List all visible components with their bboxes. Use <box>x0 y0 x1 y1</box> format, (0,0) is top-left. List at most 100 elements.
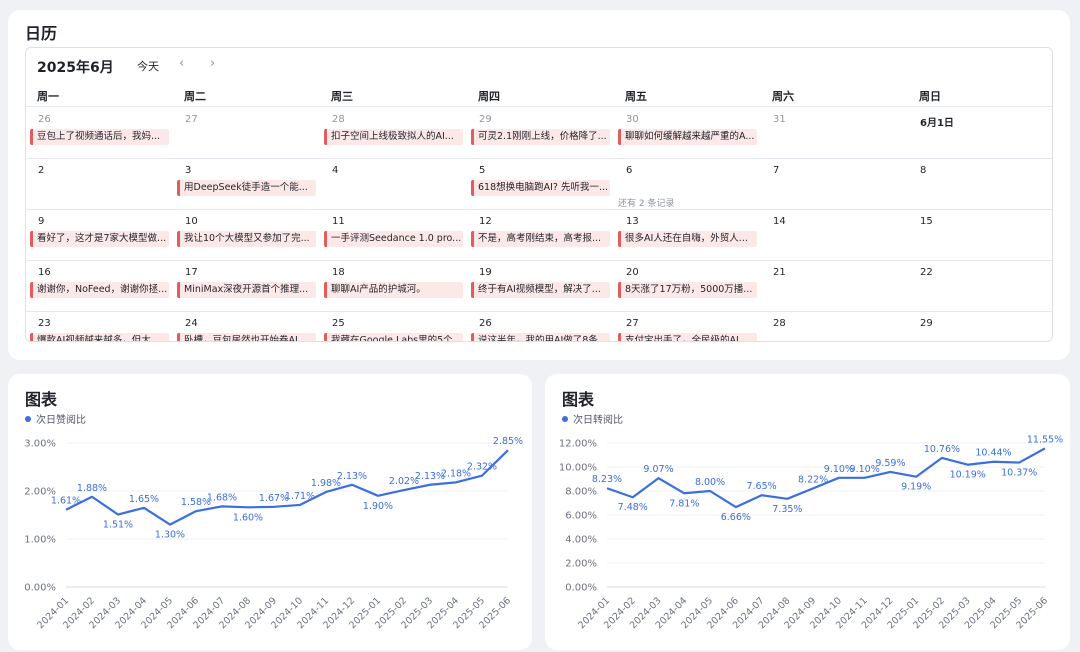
day-number: 25 <box>332 318 345 329</box>
calendar-day-cell[interactable]: 8 <box>908 159 1052 210</box>
calendar-day-cell[interactable]: 27 支付宝出手了，全民级的AI... <box>614 312 761 341</box>
data-label: 2.02% <box>389 476 419 487</box>
line-chart-shares: 0.00%2.00%4.00%6.00%8.00%10.00%12.00%202… <box>559 434 1063 631</box>
calendar-event[interactable]: 很多AI人还在自嗨，外贸人... <box>618 231 757 247</box>
weekday-label: 周一 <box>37 90 59 103</box>
calendar-day-cell[interactable]: 3 用DeepSeek徒手造一个能... <box>173 159 320 210</box>
calendar-day-cell[interactable]: 4 <box>320 159 467 210</box>
calendar-day-cell[interactable]: 15 <box>908 210 1052 261</box>
chart-card-likes: 图表 次日赞阅比 0.00% 1.00% 2.00% 3.00% 2024-01 2024… <box>8 374 532 650</box>
calendar-event[interactable]: 一手评测Seedance 1.0 pro... <box>324 231 463 247</box>
calendar-day-cell[interactable]: 14 <box>761 210 908 261</box>
calendar-event[interactable]: 豆包上了视频通话后，我妈... <box>30 129 169 145</box>
calendar-day-cell[interactable]: 31 <box>761 108 908 159</box>
calendar-day-cell[interactable]: 2 <box>26 159 173 210</box>
weekday-label: 周四 <box>478 90 500 103</box>
data-label: 1.58% <box>181 497 211 508</box>
calendar-day-cell[interactable]: 18 聊聊AI产品的护城河。 <box>320 261 467 312</box>
data-label: 8.23% <box>592 474 622 485</box>
day-number: 12 <box>479 216 492 227</box>
calendar-day-cell[interactable]: 25 我藏在Google Labs里的5个... <box>320 312 467 341</box>
data-label: 1.98% <box>311 478 341 489</box>
calendar-day-cell[interactable]: 24 卧槽，豆包居然也开始卷AI编... <box>173 312 320 341</box>
day-number: 6 <box>626 165 633 176</box>
calendar-day-cell[interactable]: 27 <box>173 108 320 159</box>
calendar-event[interactable]: 618想换电脑跑AI? 先听我一... <box>471 180 610 196</box>
calendar-day-cell[interactable]: 16 谢谢你，NoFeed，谢谢你拯... <box>26 261 173 312</box>
calendar-day-cell[interactable]: 28 <box>761 312 908 341</box>
data-label: 2.13% <box>337 471 367 482</box>
calendar-day-cell[interactable]: 5 618想换电脑跑AI? 先听我一... <box>467 159 614 210</box>
day-number: 29 <box>920 318 933 329</box>
y-tick-label: 0.00% <box>24 583 56 594</box>
calendar-week-row: 9 看好了，这才是7家大模型做... 10 我让10个大模型又参加了完... 11 一手评… <box>26 210 1052 261</box>
calendar-day-cell[interactable]: 21 <box>761 261 908 312</box>
calendar-day-cell[interactable]: 17 MiniMax深夜开源首个推理... <box>173 261 320 312</box>
y-tick-label: 6.00% <box>565 511 597 522</box>
calendar-day-cell[interactable]: 7 <box>761 159 908 210</box>
calendar-card-title: 日历 <box>25 24 58 43</box>
data-label: 1.60% <box>233 512 263 523</box>
calendar-event[interactable]: 我藏在Google Labs里的5个... <box>324 333 463 341</box>
more-records-link[interactable]: 还有 2 条记录 <box>618 199 675 209</box>
calendar-day-cell[interactable]: 23 爆款AI视频越来越多，但大... <box>26 312 173 341</box>
day-number: 10 <box>185 216 198 227</box>
calendar-day-cell[interactable]: 22 <box>908 261 1052 312</box>
calendar-day-cell[interactable]: 10 我让10个大模型又参加了完... <box>173 210 320 261</box>
calendar-day-cell[interactable]: 29 可灵2.1刚刚上线，价格降了... <box>467 108 614 159</box>
data-label: 1.30% <box>155 530 185 541</box>
day-number: 8 <box>920 165 927 176</box>
chart-legend[interactable]: 次日赞阅比 <box>25 411 86 426</box>
calendar-day-cell[interactable]: 20 8天涨了17万粉，5000万播... <box>614 261 761 312</box>
calendar-event[interactable]: 8天涨了17万粉，5000万播... <box>618 282 757 298</box>
calendar-event[interactable]: 爆款AI视频越来越多，但大... <box>30 333 169 341</box>
calendar-event[interactable]: MiniMax深夜开源首个推理... <box>177 282 316 298</box>
data-label: 2.85% <box>493 436 523 447</box>
day-number: 18 <box>332 267 345 278</box>
calendar-event[interactable]: 我让10个大模型又参加了完... <box>177 231 316 247</box>
day-number: 28 <box>332 114 345 125</box>
calendar-event[interactable]: 扣子空间上线极致拟人的AI... <box>324 129 463 145</box>
calendar-day-cell[interactable]: 9 看好了，这才是7家大模型做... <box>26 210 173 261</box>
calendar-event[interactable]: 看好了，这才是7家大模型做... <box>30 231 169 247</box>
calendar-day-cell[interactable]: 26 豆包上了视频通话后，我妈... <box>26 108 173 159</box>
calendar-event[interactable]: 卧槽，豆包居然也开始卷AI编... <box>177 333 316 341</box>
calendar-event[interactable]: 不是，高考刚结束，高考报... <box>471 231 610 247</box>
calendar-event[interactable]: 聊聊如何缓解越来越严重的A... <box>618 129 757 145</box>
day-number: 23 <box>38 318 51 329</box>
calendar-toolbar: 2025年6月 今天 ‹ › <box>26 48 1052 84</box>
calendar-day-cell[interactable]: 12 不是，高考刚结束，高考报... <box>467 210 614 261</box>
calendar-day-cell[interactable]: 6月1日 <box>908 108 1052 159</box>
y-tick-label: 10.00% <box>559 463 597 474</box>
calendar-day-cell[interactable]: 6 还有 2 条记录 <box>614 159 761 210</box>
weekday-label: 周五 <box>625 90 647 103</box>
y-tick-label: 2.00% <box>24 487 56 498</box>
calendar-frame: 2025年6月 今天 ‹ › 周一 周二 周三 周四 周五 周六 周日 26 豆包上了视频通话… <box>25 47 1053 342</box>
calendar-day-cell[interactable]: 30 聊聊如何缓解越来越严重的A... <box>614 108 761 159</box>
data-label: 1.88% <box>77 483 107 494</box>
calendar-day-cell[interactable]: 28 扣子空间上线极致拟人的AI... <box>320 108 467 159</box>
data-label: 9.19% <box>901 482 931 493</box>
calendar-event[interactable]: 支付宝出手了，全民级的AI... <box>618 333 757 341</box>
y-tick-label: 4.00% <box>565 535 597 546</box>
data-label: 1.90% <box>363 501 393 512</box>
today-button[interactable]: 今天 <box>137 60 159 73</box>
prev-month-chevron-icon[interactable]: ‹ <box>179 56 185 71</box>
calendar-day-cell[interactable]: 26 说这半年，我的用AI做了8条... <box>467 312 614 341</box>
calendar-event[interactable]: 谢谢你，NoFeed，谢谢你拯... <box>30 282 169 298</box>
calendar-day-cell[interactable]: 29 <box>908 312 1052 341</box>
calendar-week-row: 16 谢谢你，NoFeed，谢谢你拯... 17 MiniMax深夜开源首个推理...… <box>26 261 1052 312</box>
calendar-event[interactable]: 终于有AI视频模型，解决了... <box>471 282 610 298</box>
next-month-chevron-icon[interactable]: › <box>210 56 216 71</box>
calendar-event[interactable]: 说这半年，我的用AI做了8条... <box>471 333 610 341</box>
calendar-event[interactable]: 可灵2.1刚刚上线，价格降了... <box>471 129 610 145</box>
chart-legend[interactable]: 次日转阅比 <box>562 411 623 426</box>
weekday-label: 周二 <box>184 90 206 103</box>
calendar-day-cell[interactable]: 19 终于有AI视频模型，解决了... <box>467 261 614 312</box>
calendar-day-cell[interactable]: 13 很多AI人还在自嗨，外贸人... <box>614 210 761 261</box>
data-label: 1.65% <box>129 494 159 505</box>
calendar-event[interactable]: 用DeepSeek徒手造一个能... <box>177 180 316 196</box>
calendar-event[interactable]: 聊聊AI产品的护城河。 <box>324 282 463 298</box>
calendar-day-cell[interactable]: 11 一手评测Seedance 1.0 pro... <box>320 210 467 261</box>
data-label: 8.22% <box>798 474 828 485</box>
